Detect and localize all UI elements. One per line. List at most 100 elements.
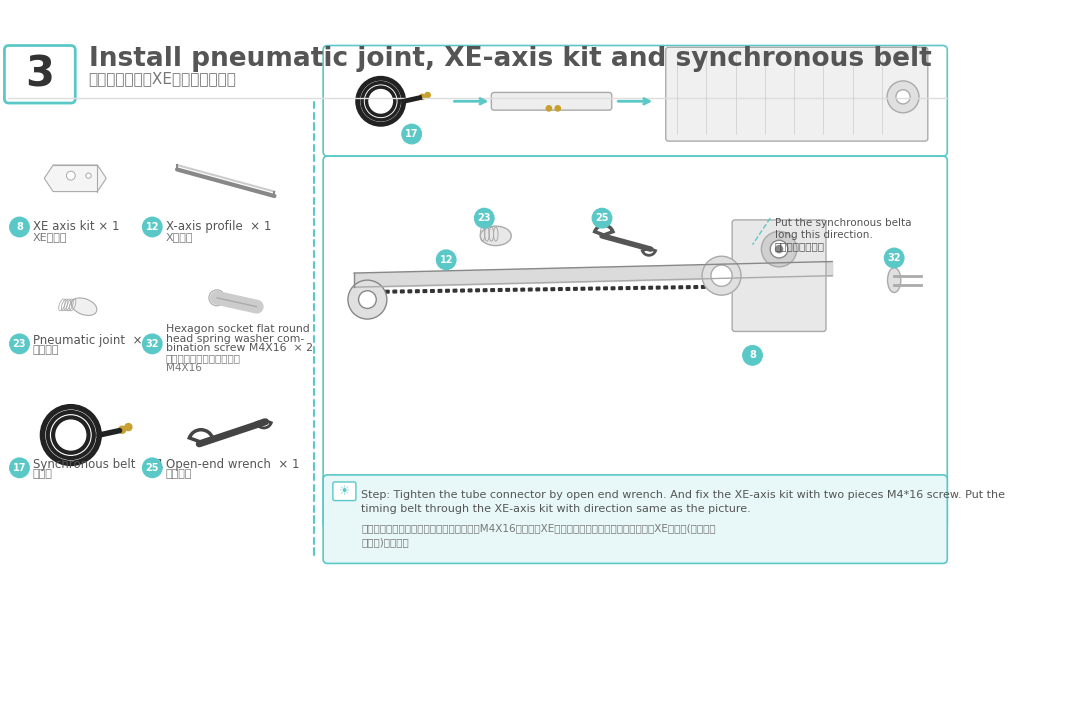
Bar <box>724 285 728 288</box>
Bar <box>461 289 464 292</box>
Circle shape <box>770 240 788 258</box>
Bar <box>528 288 532 291</box>
Text: XE axis kit × 1: XE axis kit × 1 <box>32 221 119 233</box>
Text: 步骤：装气动接头时用开口扟扟紧；用两颌M4X16螺钉，将XE轴组件固定在型材上；将同步带穿过XE轴组件(注意同步
带方向)如图示。: 步骤：装气动接头时用开口扟扟紧；用两颌M4X16螺钉，将XE轴组件固定在型材上；… <box>361 524 716 547</box>
Circle shape <box>143 458 162 477</box>
Circle shape <box>10 217 29 237</box>
Text: 气动接头: 气动接头 <box>32 345 59 355</box>
Bar <box>408 290 411 293</box>
FancyBboxPatch shape <box>333 482 356 501</box>
Circle shape <box>743 346 762 365</box>
Bar <box>438 290 442 292</box>
Text: ☀: ☀ <box>339 485 350 498</box>
Text: 开口扟手: 开口扟手 <box>165 469 192 479</box>
Text: 32: 32 <box>888 253 901 263</box>
Bar <box>769 285 773 287</box>
Bar <box>423 290 427 292</box>
Ellipse shape <box>888 268 901 292</box>
FancyBboxPatch shape <box>323 156 947 528</box>
Text: X轴型材: X轴型材 <box>165 232 193 242</box>
Circle shape <box>896 90 910 104</box>
FancyBboxPatch shape <box>323 46 947 156</box>
Bar <box>543 288 548 291</box>
Bar <box>370 290 374 293</box>
Bar <box>596 287 599 290</box>
Text: M4X16: M4X16 <box>165 362 202 373</box>
Bar <box>566 287 569 290</box>
Text: head spring washer com-: head spring washer com- <box>165 334 303 343</box>
Circle shape <box>711 265 732 286</box>
Text: 12: 12 <box>440 254 453 265</box>
Text: 安装气动接头、XE轴组件、同步带: 安装气动接头、XE轴组件、同步带 <box>89 72 237 87</box>
Circle shape <box>66 171 76 180</box>
Text: Pneumatic joint  × 1: Pneumatic joint × 1 <box>32 334 153 347</box>
Bar <box>378 290 381 293</box>
Text: 17: 17 <box>405 129 418 139</box>
Circle shape <box>58 423 83 447</box>
Text: Put the synchronous belta
long this direction.
水此方向穿同步带: Put the synchronous belta long this dire… <box>774 218 912 252</box>
Bar <box>386 290 389 293</box>
Bar <box>746 285 751 287</box>
Bar <box>739 285 743 287</box>
Circle shape <box>143 217 162 237</box>
Bar <box>611 287 615 290</box>
Text: 同步带: 同步带 <box>32 469 53 479</box>
Text: Step: Tighten the tube connector by open end wrench. And fix the XE-axis kit wit: Step: Tighten the tube connector by open… <box>361 490 1005 514</box>
Circle shape <box>420 94 424 100</box>
FancyBboxPatch shape <box>4 46 76 103</box>
Circle shape <box>436 250 456 269</box>
Text: 3: 3 <box>25 54 54 96</box>
Circle shape <box>86 173 91 178</box>
Bar <box>401 290 404 293</box>
Bar <box>754 285 758 287</box>
Ellipse shape <box>71 298 97 315</box>
Bar <box>446 290 449 292</box>
Circle shape <box>119 426 125 433</box>
Text: 17: 17 <box>13 463 26 472</box>
Circle shape <box>775 245 783 252</box>
Text: 32: 32 <box>146 339 159 349</box>
Bar <box>505 289 510 291</box>
Bar <box>679 286 683 289</box>
Ellipse shape <box>208 290 225 306</box>
Bar <box>672 286 675 289</box>
Bar <box>483 289 487 292</box>
Circle shape <box>592 208 611 228</box>
Bar <box>573 287 577 290</box>
Text: Synchronous belt  × 1: Synchronous belt × 1 <box>32 458 164 471</box>
Circle shape <box>348 280 387 319</box>
FancyBboxPatch shape <box>665 47 928 141</box>
Circle shape <box>125 423 132 430</box>
Bar <box>469 289 472 292</box>
Text: X-axis profile  × 1: X-axis profile × 1 <box>165 221 271 233</box>
Bar <box>716 285 720 288</box>
FancyBboxPatch shape <box>491 93 611 110</box>
Text: Hexagon socket flat round: Hexagon socket flat round <box>165 324 309 334</box>
FancyBboxPatch shape <box>323 475 947 564</box>
Bar <box>777 285 781 287</box>
Bar <box>687 286 690 289</box>
Circle shape <box>474 208 494 228</box>
Text: 25: 25 <box>595 213 609 223</box>
Circle shape <box>555 106 561 111</box>
Bar <box>619 287 622 290</box>
Bar <box>551 288 555 291</box>
Bar <box>649 286 652 289</box>
Circle shape <box>10 458 29 477</box>
Text: XE轴组件: XE轴组件 <box>32 232 67 242</box>
Circle shape <box>402 124 421 144</box>
Bar <box>604 287 607 290</box>
Circle shape <box>887 81 919 113</box>
Text: 23: 23 <box>13 339 26 349</box>
Bar <box>513 288 517 291</box>
Bar <box>393 290 396 293</box>
Polygon shape <box>44 165 106 191</box>
Bar <box>657 286 660 289</box>
Bar <box>792 284 796 287</box>
Text: Open-end wrench  × 1: Open-end wrench × 1 <box>165 458 299 471</box>
Bar <box>761 285 766 287</box>
Circle shape <box>546 106 552 111</box>
Text: 内六角平圆头弹帢组合螺钉: 内六角平圆头弹帢组合螺钉 <box>165 353 241 363</box>
Bar <box>710 285 713 288</box>
Bar <box>784 285 788 287</box>
